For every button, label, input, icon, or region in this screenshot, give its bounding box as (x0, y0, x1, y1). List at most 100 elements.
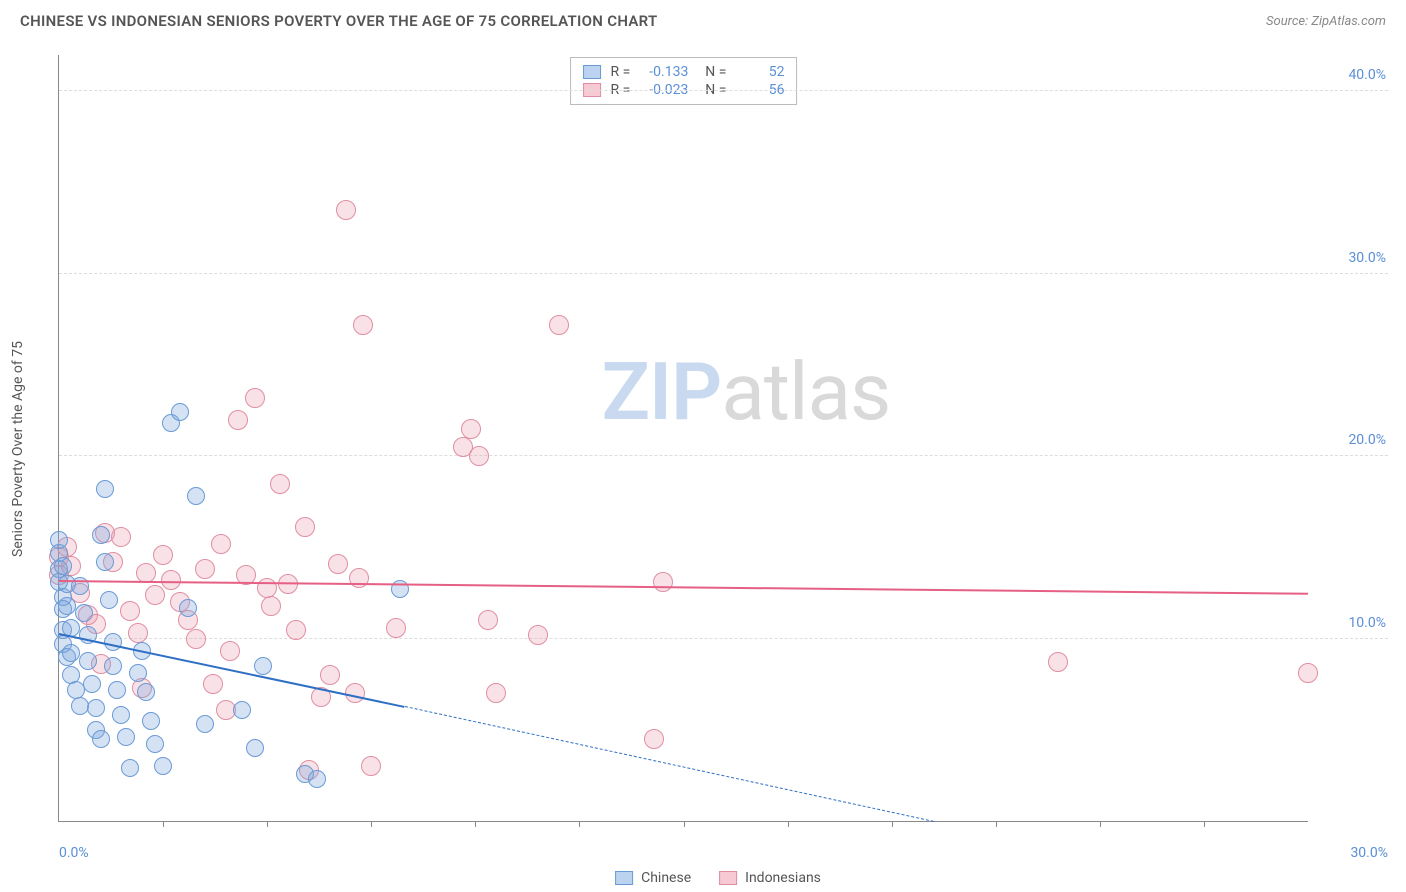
x-tick (163, 821, 164, 827)
scatter-point (245, 388, 265, 408)
gridline-h (59, 455, 1388, 456)
scatter-point (83, 675, 101, 693)
scatter-point (320, 665, 340, 685)
x-tick (1100, 821, 1101, 827)
stat-r-label: R = (611, 64, 631, 80)
chart-title: CHINESE VS INDONESIAN SENIORS POVERTY OV… (20, 12, 658, 30)
x-tick-label-max: 30.0% (1350, 845, 1388, 861)
scatter-point (549, 315, 569, 335)
plot-region: ZIPatlas R =-0.133 N =52R =-0.023 N =56 … (58, 55, 1308, 822)
scatter-point (295, 517, 315, 537)
x-tick (788, 821, 789, 827)
scatter-point (71, 697, 89, 715)
y-tick-label: 20.0% (1348, 432, 1386, 448)
scatter-point (154, 757, 172, 775)
watermark: ZIPatlas (602, 345, 891, 439)
scatter-point (87, 699, 105, 717)
stat-n-label: N = (698, 64, 726, 80)
scatter-point (142, 712, 160, 730)
scatter-point (79, 652, 97, 670)
scatter-point (96, 480, 114, 498)
x-tick (996, 821, 997, 827)
scatter-point (644, 729, 664, 749)
y-tick-label: 40.0% (1348, 67, 1386, 83)
scatter-point (336, 200, 356, 220)
scatter-point (220, 641, 240, 661)
scatter-point (100, 591, 118, 609)
scatter-point (92, 526, 110, 544)
scatter-point (261, 596, 281, 616)
legend-swatch (615, 871, 633, 885)
scatter-point (146, 735, 164, 753)
scatter-point (96, 553, 114, 571)
scatter-point (120, 601, 140, 621)
gridline-h (59, 90, 1388, 91)
scatter-point (246, 739, 264, 757)
y-axis-label: Seniors Poverty Over the Age of 75 (10, 341, 26, 557)
legend-label: Chinese (641, 870, 691, 886)
x-tick-label-min: 0.0% (59, 845, 89, 861)
correlation-stats-box: R =-0.133 N =52R =-0.023 N =56 (570, 57, 798, 105)
scatter-point (58, 597, 76, 615)
x-tick (371, 821, 372, 827)
scatter-point (461, 419, 481, 439)
scatter-point (117, 728, 135, 746)
scatter-point (203, 674, 223, 694)
scatter-point (349, 568, 369, 588)
trend-line (59, 580, 1308, 595)
scatter-point (104, 657, 122, 675)
x-tick (892, 821, 893, 827)
scatter-point (353, 315, 373, 335)
legend-label: Indonesians (745, 870, 821, 886)
scatter-point (478, 610, 498, 630)
stat-r-value: -0.133 (640, 64, 688, 80)
chart-source: Source: ZipAtlas.com (1266, 14, 1386, 29)
scatter-point (196, 715, 214, 733)
scatter-point (54, 557, 72, 575)
y-tick-label: 10.0% (1348, 615, 1386, 631)
gridline-h (59, 638, 1388, 639)
scatter-point (187, 487, 205, 505)
scatter-point (92, 730, 110, 748)
scatter-point (1298, 663, 1318, 683)
scatter-point (153, 545, 173, 565)
x-tick (1204, 821, 1205, 827)
scatter-point (145, 585, 165, 605)
scatter-point (67, 681, 85, 699)
scatter-point (211, 534, 231, 554)
scatter-point (308, 770, 326, 788)
x-tick (267, 821, 268, 827)
scatter-point (270, 474, 290, 494)
scatter-point (233, 701, 251, 719)
scatter-point (50, 531, 68, 549)
scatter-point (129, 664, 147, 682)
trend-line-dashed (404, 706, 933, 822)
scatter-point (469, 446, 489, 466)
scatter-point (128, 623, 148, 643)
stats-row: R =-0.133 N =52 (583, 63, 785, 81)
scatter-point (286, 620, 306, 640)
scatter-point (195, 559, 215, 579)
legend-item: Chinese (615, 870, 691, 886)
y-tick-label: 30.0% (1348, 250, 1386, 266)
scatter-point (528, 625, 548, 645)
scatter-point (137, 683, 155, 701)
x-tick (475, 821, 476, 827)
scatter-point (257, 578, 277, 598)
chart-header: CHINESE VS INDONESIAN SENIORS POVERTY OV… (0, 0, 1406, 38)
scatter-point (486, 683, 506, 703)
scatter-point (108, 681, 126, 699)
scatter-point (328, 554, 348, 574)
legend-item: Indonesians (719, 870, 821, 886)
scatter-point (361, 756, 381, 776)
watermark-zip: ZIP (602, 345, 722, 439)
scatter-point (186, 629, 206, 649)
scatter-point (653, 572, 673, 592)
scatter-point (75, 604, 93, 622)
scatter-point (1048, 652, 1068, 672)
scatter-point (111, 527, 131, 547)
scatter-point (254, 657, 272, 675)
watermark-atlas: atlas (721, 345, 890, 439)
scatter-point (62, 644, 80, 662)
scatter-point (386, 618, 406, 638)
